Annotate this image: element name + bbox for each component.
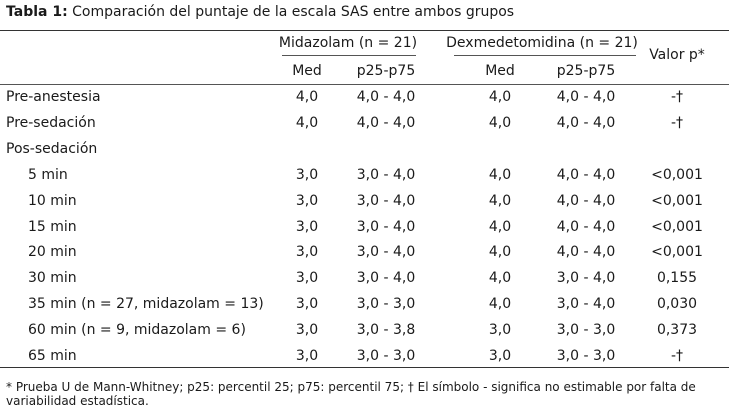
- cell-midazolam-range: 4,0 - 4,0: [356, 89, 416, 105]
- cell-midazolam-range: 3,0 - 4,0: [356, 270, 416, 286]
- cell-dexmedetomidina-med: 4,0: [488, 167, 512, 183]
- cell-pvalue: <0,001: [651, 167, 703, 183]
- cell-pvalue: 0,030: [656, 296, 698, 312]
- cell-dexmedetomidina-range: 4,0 - 4,0: [556, 219, 616, 235]
- bottom-rule: [0, 367, 729, 368]
- cell-pvalue: -†: [670, 89, 684, 105]
- header-group-dexmedetomidina: Dexmedetomidina (n = 21): [446, 35, 638, 51]
- cell-dexmedetomidina-med: 4,0: [488, 115, 512, 131]
- header-group-midazolam: Midazolam (n = 21): [278, 35, 418, 51]
- row-label: 10 min: [28, 193, 77, 209]
- table-caption: Tabla 1: Comparación del puntaje de la e…: [6, 4, 514, 20]
- cell-dexmedetomidina-range: 3,0 - 4,0: [556, 296, 616, 312]
- row-label: 60 min (n = 9, midazolam = 6): [28, 322, 246, 338]
- cell-dexmedetomidina-med: 4,0: [488, 89, 512, 105]
- cell-pvalue: -†: [670, 348, 684, 364]
- cell-dexmedetomidina-med: 4,0: [488, 193, 512, 209]
- table-caption-label: Tabla 1:: [6, 4, 68, 20]
- cell-midazolam-range: 3,0 - 4,0: [356, 219, 416, 235]
- cell-midazolam-med: 3,0: [295, 296, 319, 312]
- cell-midazolam-range: 3,0 - 3,0: [356, 296, 416, 312]
- cell-pvalue: <0,001: [651, 193, 703, 209]
- cell-pvalue: 0,155: [656, 270, 698, 286]
- row-label: Pre-anestesia: [6, 89, 101, 105]
- cell-midazolam-med: 3,0: [295, 270, 319, 286]
- table-caption-text: Comparación del puntaje de la escala SAS…: [72, 4, 515, 20]
- cell-midazolam-med: 3,0: [295, 219, 319, 235]
- cell-midazolam-range: 3,0 - 4,0: [356, 167, 416, 183]
- cell-dexmedetomidina-med: 4,0: [488, 296, 512, 312]
- cell-dexmedetomidina-med: 4,0: [488, 270, 512, 286]
- cell-dexmedetomidina-med: 4,0: [488, 219, 512, 235]
- cell-midazolam-range: 3,0 - 3,0: [356, 348, 416, 364]
- top-rule: [0, 30, 729, 31]
- cell-midazolam-med: 3,0: [295, 348, 319, 364]
- header-range-dexmedetomidina: p25-p75: [556, 63, 616, 79]
- cell-dexmedetomidina-med: 3,0: [488, 322, 512, 338]
- cell-midazolam-med: 3,0: [295, 193, 319, 209]
- cell-midazolam-med: 3,0: [295, 244, 319, 260]
- cell-dexmedetomidina-range: 4,0 - 4,0: [556, 193, 616, 209]
- cell-pvalue: <0,001: [651, 244, 703, 260]
- table-footnote: * Prueba U de Mann-Whitney; p25: percent…: [6, 380, 696, 408]
- cell-dexmedetomidina-range: 4,0 - 4,0: [556, 115, 616, 131]
- header-med-dexmedetomidina: Med: [485, 63, 515, 79]
- row-label: 15 min: [28, 219, 77, 235]
- cell-midazolam-range: 3,0 - 3,8: [356, 322, 416, 338]
- row-label: Pre-sedación: [6, 115, 96, 131]
- cell-dexmedetomidina-range: 4,0 - 4,0: [556, 167, 616, 183]
- header-med-midazolam: Med: [292, 63, 322, 79]
- cell-midazolam-range: 3,0 - 4,0: [356, 193, 416, 209]
- cell-dexmedetomidina-med: 4,0: [488, 244, 512, 260]
- cell-pvalue: <0,001: [651, 219, 703, 235]
- cell-dexmedetomidina-range: 3,0 - 3,0: [556, 348, 616, 364]
- group-underline-midazolam: [282, 55, 416, 56]
- cell-pvalue: -†: [670, 115, 684, 131]
- cell-midazolam-med: 4,0: [295, 89, 319, 105]
- header-pvalue: Valor p*: [649, 47, 705, 63]
- cell-pvalue: 0,373: [656, 322, 698, 338]
- row-label: 30 min: [28, 270, 77, 286]
- cell-dexmedetomidina-range: 3,0 - 3,0: [556, 322, 616, 338]
- cell-midazolam-range: 3,0 - 4,0: [356, 244, 416, 260]
- row-label: 35 min (n = 27, midazolam = 13): [28, 296, 264, 312]
- cell-dexmedetomidina-med: 3,0: [488, 348, 512, 364]
- row-label: 65 min: [28, 348, 77, 364]
- cell-midazolam-range: 4,0 - 4,0: [356, 115, 416, 131]
- cell-midazolam-med: 3,0: [295, 322, 319, 338]
- row-label: Pos-sedación: [6, 141, 98, 157]
- cell-dexmedetomidina-range: 3,0 - 4,0: [556, 270, 616, 286]
- header-range-midazolam: p25-p75: [356, 63, 416, 79]
- header-rule: [0, 84, 729, 85]
- row-label: 5 min: [28, 167, 68, 183]
- group-underline-dexmedetomidina: [454, 55, 636, 56]
- row-label: 20 min: [28, 244, 77, 260]
- cell-dexmedetomidina-range: 4,0 - 4,0: [556, 244, 616, 260]
- cell-dexmedetomidina-range: 4,0 - 4,0: [556, 89, 616, 105]
- cell-midazolam-med: 4,0: [295, 115, 319, 131]
- cell-midazolam-med: 3,0: [295, 167, 319, 183]
